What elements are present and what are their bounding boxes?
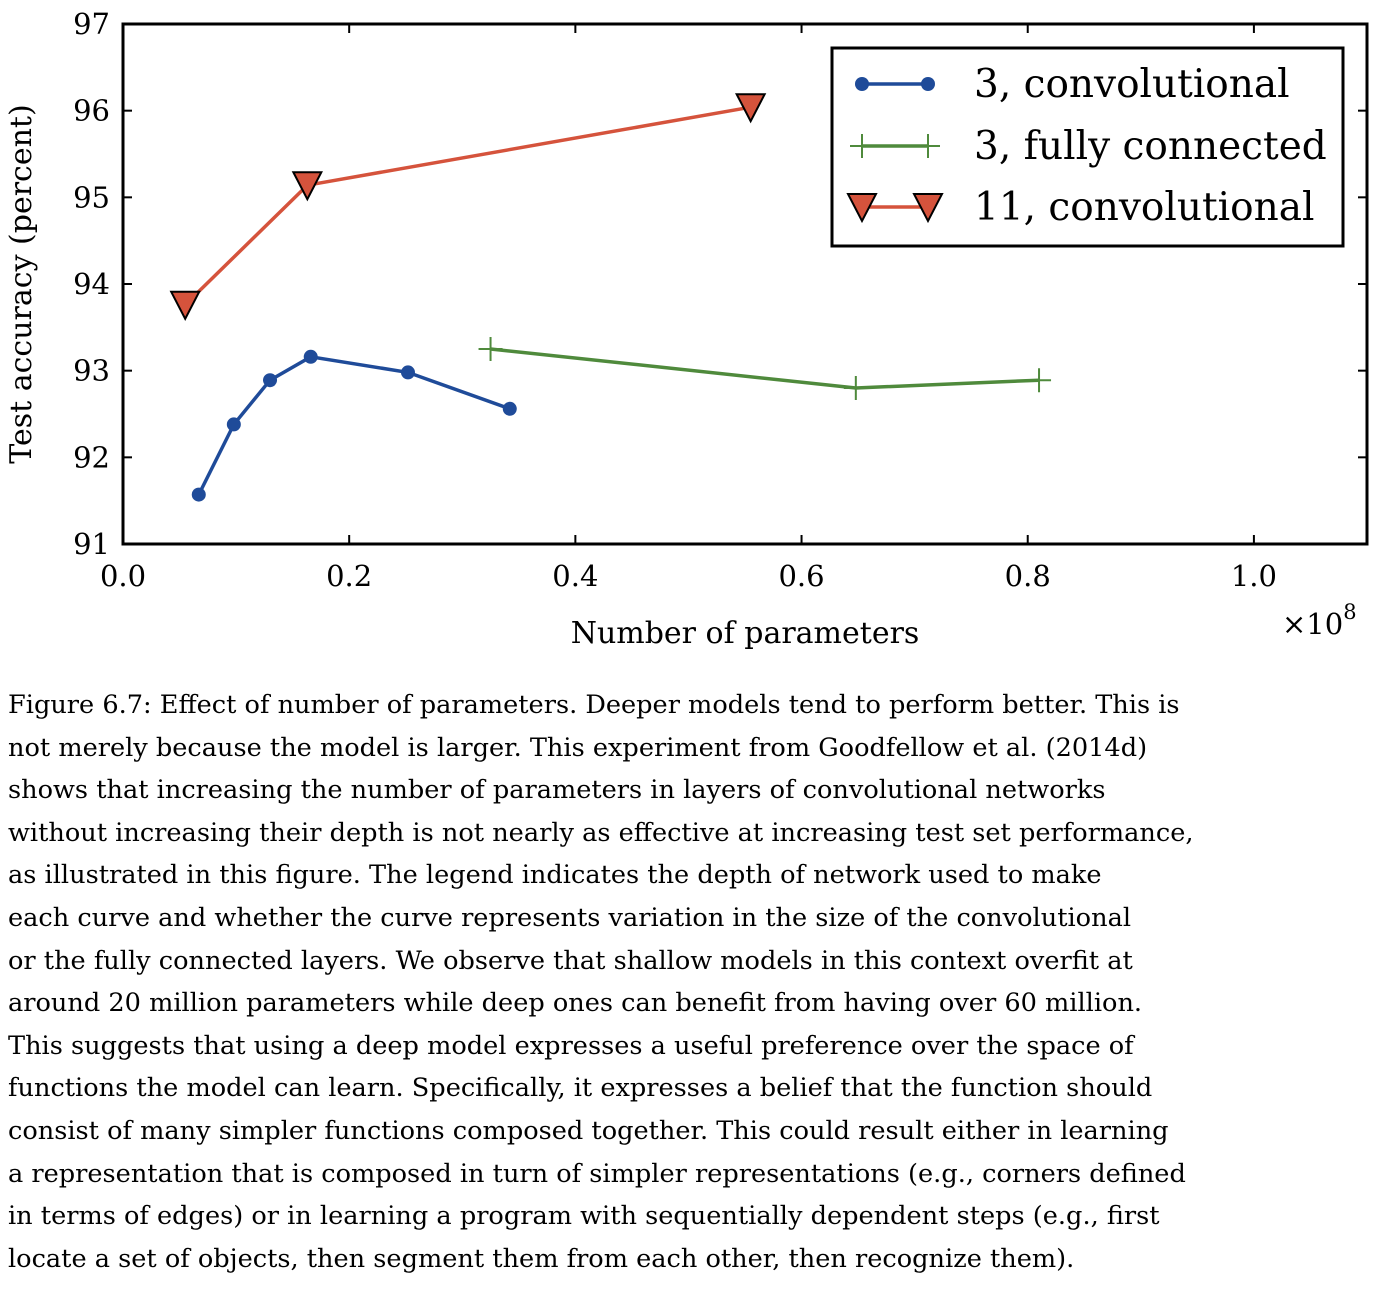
caption-line: without increasing their depth is not ne… <box>8 817 1194 848</box>
legend-label: 3, convolutional <box>974 62 1290 107</box>
caption-line: not merely because the model is larger. … <box>8 732 1148 763</box>
series-line <box>183 105 751 307</box>
data-point <box>843 376 868 400</box>
y-tick-label: 96 <box>73 94 110 128</box>
data-point <box>855 77 869 91</box>
data-point <box>303 349 318 364</box>
caption-line: Figure 6.7: Effect of number of paramete… <box>8 690 1180 720</box>
x-tick-label: 0.8 <box>1005 559 1051 593</box>
data-point <box>735 93 767 124</box>
legend-label: 3, fully connected <box>974 124 1327 169</box>
data-point <box>191 487 206 502</box>
data-point <box>400 365 415 380</box>
data-point <box>169 290 201 321</box>
caption-line: functions the model can learn. Specifica… <box>8 1073 1153 1104</box>
y-tick-label: 95 <box>73 180 110 214</box>
series-1 <box>191 349 517 502</box>
y-tick-label: 97 <box>73 7 110 41</box>
data-point <box>1027 368 1052 393</box>
caption-line: This suggests that using a deep model ex… <box>8 1030 1134 1061</box>
legend-entry: 11, convolutional <box>846 185 1314 230</box>
data-point <box>478 337 503 361</box>
x-tick-label: 1.0 <box>1231 559 1277 593</box>
caption-line: shows that increasing the number of para… <box>8 775 1106 806</box>
data-point <box>263 373 278 388</box>
x-tick-label: 0.6 <box>778 559 824 593</box>
y-axis-label: Test accuracy (percent) <box>4 104 39 463</box>
y-tick-label: 94 <box>73 267 110 301</box>
x-multiplier-base: ×10 <box>1282 607 1343 641</box>
series-line <box>490 347 1040 390</box>
plot-frame <box>121 22 1369 546</box>
data-point <box>226 417 241 432</box>
x-tick-label: 0.0 <box>100 559 146 593</box>
data-point <box>502 401 517 416</box>
x-multiplier: ×108 <box>1282 600 1357 641</box>
x-axis-label: Number of parameters <box>571 616 920 651</box>
caption-line: a representation that is composed in tur… <box>8 1158 1186 1189</box>
caption-line: each curve and whether the curve represe… <box>8 902 1132 933</box>
x-tick-label: 0.2 <box>326 559 372 593</box>
series-3 <box>169 93 767 321</box>
x-multiplier-exponent: 8 <box>1343 600 1356 624</box>
data-point <box>850 134 874 158</box>
caption-line: around 20 million parameters while deep … <box>8 988 1143 1019</box>
chart: 0.0 0.2 0.4 0.6 0.8 1.0 91 92 93 94 95 96 97 Number … <box>4 7 1369 651</box>
figure-caption: Figure 6.7: Effect of number of paramete… <box>8 684 1368 1280</box>
legend-entry: 3, fully connected <box>850 124 1327 169</box>
y-tick-label: 92 <box>73 440 110 474</box>
data-point <box>912 193 944 224</box>
series-layer <box>169 93 1052 502</box>
data-point <box>921 77 935 91</box>
series-line <box>197 354 511 496</box>
y-tick-label: 93 <box>73 354 110 388</box>
data-point <box>916 134 940 158</box>
caption-line: or the fully connected layers. We observ… <box>8 945 1133 976</box>
data-point <box>846 193 878 224</box>
legend-entry: 3, convolutional <box>855 62 1290 107</box>
caption-line: consist of many simpler functions compos… <box>8 1115 1169 1146</box>
legend-label: 11, convolutional <box>974 185 1314 230</box>
caption-line: in terms of edges) or in learning a prog… <box>8 1201 1160 1232</box>
caption-line: as illustrated in this figure. The legen… <box>8 860 1102 891</box>
legend: 3, convolutional 3, fully connected 11, co… <box>830 46 1345 248</box>
x-tick-label: 0.4 <box>552 559 598 593</box>
caption-line: locate a set of objects, then segment th… <box>8 1243 1075 1274</box>
y-tick-label: 91 <box>73 527 110 561</box>
data-point <box>291 171 323 202</box>
tick-labels: 0.0 0.2 0.4 0.6 0.8 1.0 91 92 93 94 95 96 97 <box>73 7 1277 593</box>
series-2 <box>478 337 1052 400</box>
